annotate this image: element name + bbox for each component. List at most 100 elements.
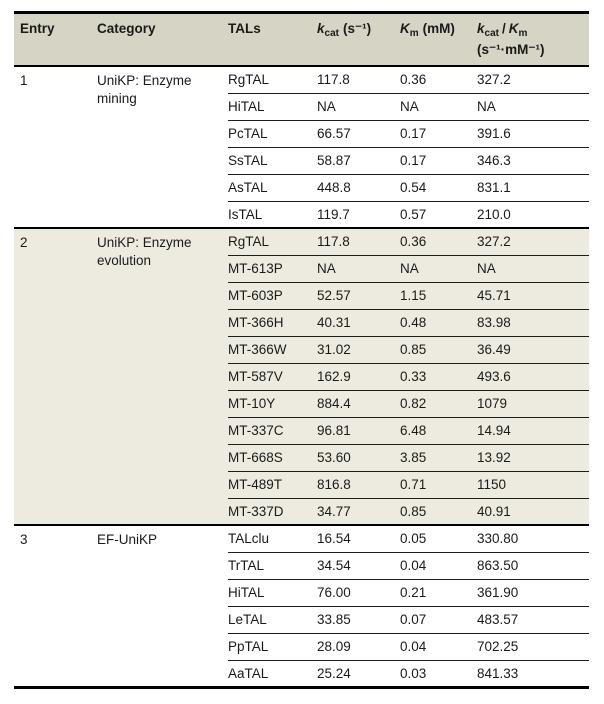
table-row: MT-366W 31.02 0.85 36.49 — [14, 336, 589, 364]
kcat-km-ratio-cell: 83.98 — [477, 309, 589, 337]
kcat-km-ratio-cell: NA — [477, 255, 589, 283]
kcat-symbol: k — [317, 21, 325, 36]
tal-name-cell: LeTAL — [228, 606, 317, 634]
kcat-value-cell: 25.24 — [317, 660, 400, 688]
tal-name-cell: MT-366H — [228, 309, 317, 337]
km-value-cell: 0.85 — [400, 498, 477, 526]
kcat-value-cell: 34.54 — [317, 552, 400, 580]
entry-number-cell: 3 — [14, 524, 97, 687]
table-row: MT-668S 53.60 3.85 13.92 — [14, 444, 589, 472]
table-row: HiTAL NA NA NA — [14, 93, 589, 121]
table-row: MT-337C 96.81 6.48 14.94 — [14, 417, 589, 445]
table-row: MT-10Y 884.4 0.82 1079 — [14, 390, 589, 418]
category-cell: EF-UniKP — [97, 524, 228, 687]
kcat-km-ratio-cell: 841.33 — [477, 660, 589, 688]
kcat-unit: (s⁻¹) — [342, 21, 372, 36]
tal-name-cell: MT-10Y — [228, 390, 317, 418]
category-cell: UniKP: Enzyme evolution — [97, 227, 228, 525]
ratio-unit: (s⁻¹·mM⁻¹) — [477, 42, 545, 57]
kcat-value-cell: 40.31 — [317, 309, 400, 337]
kcat-km-ratio-cell: 45.71 — [477, 282, 589, 310]
tal-name-cell: SsTAL — [228, 147, 317, 175]
tal-name-cell: PcTAL — [228, 120, 317, 148]
table-row: SsTAL 58.87 0.17 346.3 — [14, 147, 589, 175]
km-value-cell: 0.07 — [400, 606, 477, 634]
km-value-cell: 0.17 — [400, 120, 477, 148]
tal-name-cell: MT-366W — [228, 336, 317, 364]
kcat-km-ratio-cell: 327.2 — [477, 65, 589, 94]
km-value-cell: NA — [400, 93, 477, 121]
table-row: PpTAL 28.09 0.04 702.25 — [14, 633, 589, 661]
entry-number-cell: 1 — [14, 65, 97, 228]
category-cell: UniKP: Enzyme mining — [97, 65, 228, 228]
km-value-cell: 0.03 — [400, 660, 477, 688]
km-value-cell: 0.36 — [400, 65, 477, 94]
kcat-km-ratio-cell: 330.80 — [477, 524, 589, 553]
kcat-km-ratio-cell: 210.0 — [477, 201, 589, 229]
kcat-km-ratio-cell: 13.92 — [477, 444, 589, 472]
table-header: Entry Category TALs kcat (s⁻¹) Km (mM) kca… — [14, 12, 589, 67]
table-row: AsTAL 448.8 0.54 831.1 — [14, 174, 589, 202]
km-value-cell: 3.85 — [400, 444, 477, 472]
kcat-km-ratio-cell: 40.91 — [477, 498, 589, 526]
entry-number-cell: 2 — [14, 227, 97, 525]
kcat-value-cell: 53.60 — [317, 444, 400, 472]
km-value-cell: 0.57 — [400, 201, 477, 229]
ratio-km-subscript: m — [518, 28, 528, 39]
km-value-cell: 0.54 — [400, 174, 477, 202]
tal-name-cell: TrTAL — [228, 552, 317, 580]
table-body: 1 UniKP: Enzyme mining RgTAL 117.8 0.36 327.2… — [14, 65, 589, 688]
kcat-km-ratio-cell: 14.94 — [477, 417, 589, 445]
kcat-km-ratio-cell: 361.90 — [477, 579, 589, 607]
tal-name-cell: MT-337C — [228, 417, 317, 445]
kcat-value-cell: 76.00 — [317, 579, 400, 607]
kcat-km-ratio-cell: 391.6 — [477, 120, 589, 148]
table-row: MT-366H 40.31 0.48 83.98 — [14, 309, 589, 337]
column-header-kcat-km-ratio: kcat / Km (s⁻¹·mM⁻¹) — [477, 12, 589, 67]
tal-name-cell: MT-337D — [228, 498, 317, 526]
km-value-cell: 0.17 — [400, 147, 477, 175]
table-row: MT-489T 816.8 0.71 1150 — [14, 471, 589, 499]
tal-name-cell: HiTAL — [228, 579, 317, 607]
kcat-km-ratio-cell: 863.50 — [477, 552, 589, 580]
kcat-value-cell: 34.77 — [317, 498, 400, 526]
kcat-value-cell: 117.8 — [317, 227, 400, 256]
km-subscript: m — [409, 28, 419, 39]
ratio-km-symbol: K — [508, 21, 519, 36]
km-value-cell: 0.04 — [400, 633, 477, 661]
table-row: MT-587V 162.9 0.33 493.6 — [14, 363, 589, 391]
column-header-kcat: kcat (s⁻¹) — [317, 12, 400, 67]
tal-name-cell: MT-489T — [228, 471, 317, 499]
table-row: PcTAL 66.57 0.17 391.6 — [14, 120, 589, 148]
km-value-cell: 1.15 — [400, 282, 477, 310]
kcat-value-cell: 66.57 — [317, 120, 400, 148]
kcat-value-cell: 162.9 — [317, 363, 400, 391]
enzyme-kinetics-table: Entry Category TALs kcat (s⁻¹) Km (mM) kca… — [14, 11, 589, 689]
kcat-value-cell: 117.8 — [317, 65, 400, 94]
kcat-value-cell: NA — [317, 255, 400, 283]
column-header-entry: Entry — [14, 12, 97, 67]
kcat-km-ratio-cell: 493.6 — [477, 363, 589, 391]
tal-name-cell: MT-587V — [228, 363, 317, 391]
km-value-cell: 0.85 — [400, 336, 477, 364]
kcat-value-cell: 31.02 — [317, 336, 400, 364]
kcat-km-ratio-cell: 346.3 — [477, 147, 589, 175]
ratio-divider: / — [501, 21, 506, 36]
km-value-cell: 6.48 — [400, 417, 477, 445]
column-header-tals: TALs — [228, 12, 317, 67]
tal-name-cell: RgTAL — [228, 65, 317, 94]
km-value-cell: 0.36 — [400, 227, 477, 256]
tal-name-cell: AsTAL — [228, 174, 317, 202]
tal-name-cell: IsTAL — [228, 201, 317, 229]
table-row: MT-337D 34.77 0.85 40.91 — [14, 498, 589, 526]
kcat-value-cell: 52.57 — [317, 282, 400, 310]
kcat-km-ratio-cell: 702.25 — [477, 633, 589, 661]
tal-name-cell: MT-613P — [228, 255, 317, 283]
km-value-cell: 0.71 — [400, 471, 477, 499]
km-value-cell: 0.82 — [400, 390, 477, 418]
km-value-cell: 0.21 — [400, 579, 477, 607]
kcat-value-cell: 33.85 — [317, 606, 400, 634]
kcat-value-cell: 58.87 — [317, 147, 400, 175]
column-header-category: Category — [97, 12, 228, 67]
tal-name-cell: HiTAL — [228, 93, 317, 121]
